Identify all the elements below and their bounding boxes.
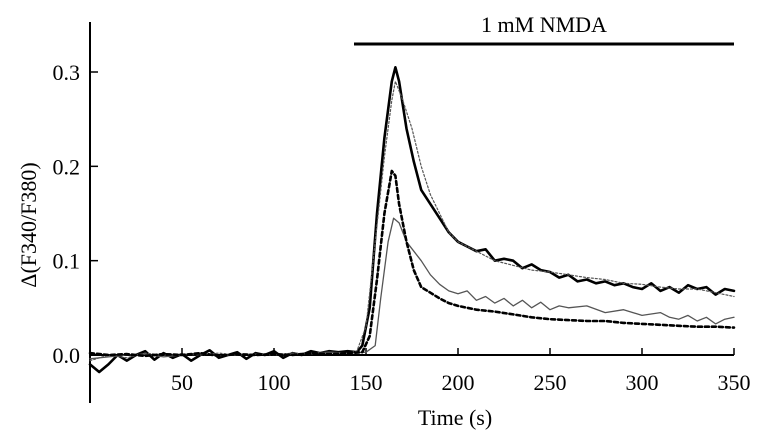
x-tick-label: 300 [626,370,659,395]
y-tick-label: 0.0 [53,343,81,368]
x-tick-label: 250 [534,370,567,395]
x-ticks: 50 100 150 200 250 300 350 [171,348,751,395]
y-tick-label: 0.1 [53,249,81,274]
stimulus-annotation: 1 mM NMDA [354,12,734,46]
series-line-4 [88,169,736,358]
series-layer [88,66,736,374]
x-tick-label: 200 [442,370,475,395]
y-ticks: 0.0 0.1 0.2 0.3 [53,60,98,368]
x-tick-label: 50 [171,370,193,395]
y-tick-label: 0.2 [53,154,81,179]
x-axis-title: Time (s) [418,405,492,430]
x-tick-label: 350 [718,370,751,395]
axes [89,22,734,403]
stimulus-label: 1 mM NMDA [481,12,607,37]
series-line-2 [89,80,735,362]
y-axis-title: Δ(F340/F380) [16,162,41,287]
y-tick-label: 0.3 [53,60,81,85]
x-tick-label: 100 [258,370,291,395]
x-tick-label: 150 [350,370,383,395]
series-line-1 [88,66,736,374]
